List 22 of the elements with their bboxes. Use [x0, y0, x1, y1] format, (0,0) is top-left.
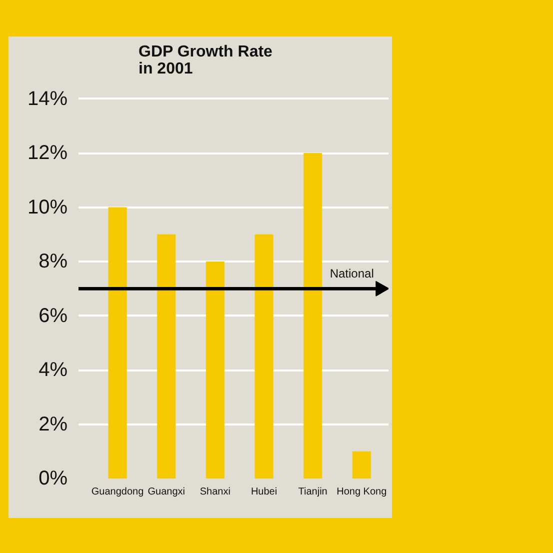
ref-line-label: National [330, 266, 374, 281]
x-tick-label: Tianjin [298, 486, 328, 498]
chart-title: GDP Growth Rate in 2001 [138, 44, 273, 78]
x-tick-label: Guangdong [91, 486, 144, 498]
bar [352, 451, 371, 478]
bar [157, 234, 176, 478]
bar [254, 234, 274, 478]
x-tick-label: Shanxi [200, 486, 230, 498]
y-tick-label: 2% [38, 413, 68, 436]
y-tick-label: 14% [27, 88, 68, 110]
bar [304, 153, 322, 478]
y-tick-label: 4% [38, 359, 68, 382]
x-tick-label: Hubei [250, 486, 278, 498]
y-tick-label: 8% [38, 250, 68, 273]
x-tick-label: Guangxi [148, 486, 185, 498]
y-tick-label: 12% [27, 142, 68, 164]
y-tick-label: 6% [38, 304, 68, 327]
bar [108, 207, 127, 478]
y-tick-label: 10% [27, 196, 68, 218]
y-tick-label: 0% [38, 468, 68, 490]
x-tick-label: Hong Kong [336, 486, 387, 498]
bar [206, 262, 224, 478]
